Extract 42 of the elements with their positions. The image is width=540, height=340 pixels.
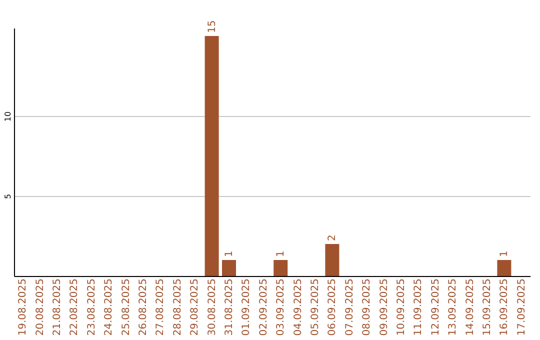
data-label: 2 [327, 234, 338, 241]
x-tick-label: 29.08.2025 [190, 278, 201, 336]
x-tick-label: 04.09.2025 [292, 278, 304, 336]
x-tick-label: 19.08.2025 [18, 278, 29, 336]
x-tick-label: 27.08.2025 [155, 278, 166, 336]
x-tick-label: 28.08.2025 [172, 278, 184, 336]
x-tick-label: 01.09.2025 [241, 278, 252, 336]
data-label: 1 [276, 250, 287, 257]
x-tick-label: 11.09.2025 [413, 278, 424, 336]
bar [222, 260, 236, 276]
x-tick-label: 14.09.2025 [464, 278, 476, 336]
bar [325, 244, 340, 276]
bar [274, 260, 288, 276]
x-tick-label: 23.08.2025 [86, 278, 98, 336]
x-tick-label: 07.09.2025 [344, 278, 356, 336]
x-tick-label: 30.08.2025 [206, 278, 218, 336]
data-label: 1 [499, 250, 510, 257]
x-tick-label: 03.09.2025 [276, 278, 287, 336]
x-tick-label: 21.08.2025 [52, 278, 63, 336]
x-tick-label: 13.09.2025 [448, 278, 459, 336]
x-tick-label: 26.08.2025 [138, 278, 149, 336]
x-tick-label: 09.09.2025 [378, 278, 390, 336]
y-tick-label: 10 [4, 111, 12, 122]
x-tick-label: 05.09.2025 [310, 278, 321, 336]
data-label: 1 [224, 250, 235, 257]
x-tick-label: 24.08.2025 [104, 278, 115, 336]
x-tick-label: 02.09.2025 [258, 278, 270, 336]
x-tick-label: 08.09.2025 [362, 278, 373, 336]
x-tick-label: 16.09.2025 [499, 278, 510, 336]
x-tick-label: 17.09.2025 [516, 278, 528, 336]
bar [204, 36, 219, 276]
x-tick-label: 31.08.2025 [224, 278, 235, 336]
x-tick-label: 06.09.2025 [327, 278, 338, 336]
x-tick-label: 15.09.2025 [482, 278, 493, 336]
x-tick-label: 25.08.2025 [120, 278, 132, 336]
x-tick-label: 22.08.2025 [69, 278, 80, 336]
x-tick-label: 20.08.2025 [34, 278, 46, 336]
x-tick-label: 12.09.2025 [430, 278, 442, 336]
x-tick-label: 10.09.2025 [396, 278, 407, 336]
bar [497, 260, 512, 276]
data-label: 15 [206, 20, 218, 33]
y-tick-label: 5 [4, 194, 12, 200]
